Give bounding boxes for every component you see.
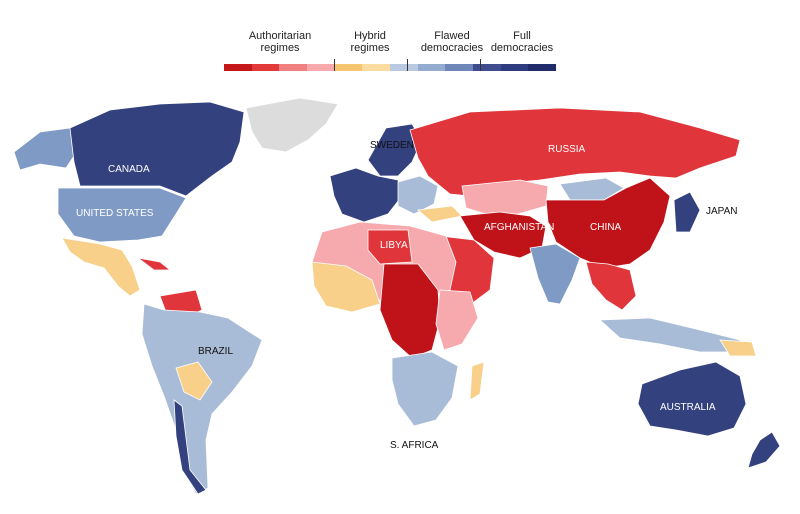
- legend-swatch: [224, 64, 252, 71]
- label-brazil: BRAZIL: [198, 346, 233, 357]
- label-united-states: UNITED STATES: [76, 208, 154, 219]
- region-indonesia: [599, 317, 741, 353]
- world-map: CANADA UNITED STATES BRAZIL SWEDEN RUSSI…: [13, 97, 781, 495]
- legend-label-flawed: Flawed democracies: [420, 30, 484, 54]
- legend-swatch: [279, 64, 308, 71]
- region-chile: [173, 399, 207, 495]
- region-east-africa: [435, 289, 479, 351]
- label-canada: CANADA: [108, 164, 150, 175]
- region-libya: [367, 229, 413, 265]
- region-europe-east: [397, 175, 439, 215]
- region-india: [529, 243, 581, 305]
- legend-label-full: Full democracies: [490, 30, 554, 54]
- legend-divider: [407, 59, 408, 71]
- region-mexico: [61, 237, 141, 297]
- legend-swatch: [251, 64, 280, 71]
- legend-label-hybrid: Hybrid regimes: [350, 30, 390, 54]
- legend-color-scale: [224, 64, 557, 71]
- legend-swatch: [362, 64, 391, 71]
- label-libya: LIBYA: [380, 240, 408, 251]
- region-alaska: [13, 127, 79, 171]
- legend-swatch: [334, 64, 363, 71]
- legend-swatch: [307, 64, 335, 71]
- legend-swatch: [390, 64, 418, 71]
- label-china: CHINA: [590, 222, 621, 233]
- label-japan: JAPAN: [706, 206, 738, 217]
- region-canada: [69, 101, 245, 197]
- label-sweden: SWEDEN: [370, 140, 414, 151]
- region-usa: [57, 187, 187, 243]
- region-bolivia: [175, 361, 213, 401]
- legend-divider: [334, 59, 335, 71]
- region-japan: [673, 191, 701, 233]
- legend-swatch: [528, 64, 557, 71]
- legend-swatch: [417, 64, 446, 71]
- region-south-africa: [391, 351, 459, 427]
- region-europe-west: [329, 167, 403, 223]
- region-madagascar: [469, 361, 485, 401]
- region-central-africa: [379, 263, 441, 359]
- region-mongolia: [559, 177, 625, 201]
- label-russia: RUSSIA: [548, 144, 586, 155]
- region-cuba: [137, 257, 172, 271]
- label-s-africa: S. AFRICA: [390, 440, 439, 451]
- legend-swatch: [500, 64, 529, 71]
- region-greenland: [245, 97, 339, 153]
- region-australia: [637, 361, 747, 437]
- region-china: [545, 177, 671, 269]
- label-australia: AUSTRALIA: [660, 402, 716, 413]
- legend-label-authoritarian: Authoritarian regimes: [248, 30, 312, 54]
- label-afghanistan: AFGHANISTAN: [484, 222, 554, 233]
- legend-swatch: [445, 64, 474, 71]
- region-central-asia: [461, 179, 549, 215]
- legend-swatch: [473, 64, 501, 71]
- region-png: [719, 339, 757, 357]
- region-west-africa: [311, 261, 381, 313]
- region-new-zealand: [747, 431, 781, 469]
- legend: Authoritarian regimes Hybrid regimes Fla…: [224, 30, 557, 75]
- legend-divider: [480, 59, 481, 71]
- region-russia: [409, 107, 741, 197]
- region-se-asia: [585, 261, 637, 311]
- region-south-america: [141, 303, 263, 495]
